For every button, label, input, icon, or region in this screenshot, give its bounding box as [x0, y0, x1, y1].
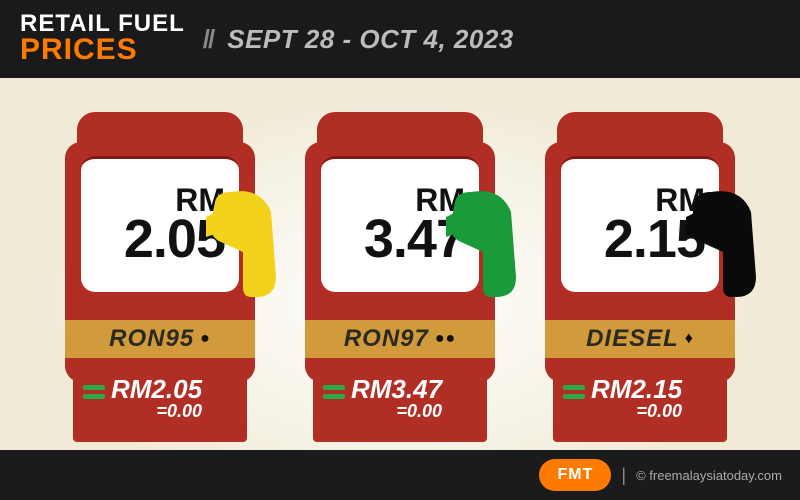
- price-value: 2.05: [124, 215, 225, 265]
- fmt-logo-text: FMT: [557, 466, 593, 484]
- price-screen: RM 2.15: [561, 156, 719, 292]
- fuel-drop-icon: ●: [200, 330, 211, 348]
- fuel-type-label: RON95: [109, 325, 194, 353]
- fuel-pump: RM 2.15 DIESEL ♦ RM2.15 =0.00: [545, 112, 735, 442]
- change-text: RM3.47 =0.00: [351, 376, 442, 420]
- header-bar: RETAIL FUEL PRICES // SEPT 28 - OCT 4, 2…: [0, 0, 800, 78]
- fuel-type-band: RON97 ●●: [305, 320, 495, 358]
- fuel-type-label: RON97: [344, 325, 429, 353]
- change-text: RM2.15 =0.00: [591, 376, 682, 420]
- fuel-pump: RM 3.47 RON97 ●● RM3.47 =0.00: [305, 112, 495, 442]
- pump-base: RM2.05 =0.00: [73, 370, 247, 442]
- title-line2: PRICES: [20, 36, 185, 65]
- price-screen: RM 2.05: [81, 156, 239, 292]
- fuel-type-band: RON95 ●: [65, 320, 255, 358]
- pump-body: RM 2.05 RON95 ●: [65, 142, 255, 382]
- price-value: 2.15: [604, 215, 705, 265]
- change-text: RM2.05 =0.00: [111, 376, 202, 420]
- fuel-type-band: DIESEL ♦: [545, 320, 735, 358]
- pump-base: RM2.15 =0.00: [553, 370, 727, 442]
- equals-icon: [563, 382, 585, 402]
- equals-icon: [83, 382, 105, 402]
- pump-body: RM 2.15 DIESEL ♦: [545, 142, 735, 382]
- fuel-type-label: DIESEL: [586, 325, 679, 353]
- price-screen: RM 3.47: [321, 156, 479, 292]
- equals-icon: [323, 382, 345, 402]
- title-slashes: //: [203, 24, 213, 55]
- change-delta: =0.00: [351, 402, 442, 420]
- change-price: RM2.15: [591, 376, 682, 402]
- pump-base: RM3.47 =0.00: [313, 370, 487, 442]
- title-block: RETAIL FUEL PRICES: [20, 13, 185, 64]
- pump-body: RM 3.47 RON97 ●●: [305, 142, 495, 382]
- price-change-box: RM3.47 =0.00: [323, 376, 442, 420]
- fmt-logo-badge: FMT: [539, 459, 611, 491]
- fuel-pump: RM 2.05 RON95 ● RM2.05 =0.00: [65, 112, 255, 442]
- date-range: SEPT 28 - OCT 4, 2023: [227, 24, 514, 55]
- change-delta: =0.00: [591, 402, 682, 420]
- footer-bar: FMT | © freemalaysiatoday.com: [0, 450, 800, 500]
- copyright-text: © freemalaysiatoday.com: [636, 468, 782, 483]
- footer-separator: |: [621, 465, 626, 486]
- change-price: RM2.05: [111, 376, 202, 402]
- fuel-drop-icon: ●●: [435, 330, 456, 348]
- fuel-drop-icon: ♦: [685, 330, 694, 348]
- pumps-area: RM 2.05 RON95 ● RM2.05 =0.00: [0, 78, 800, 450]
- price-change-box: RM2.15 =0.00: [563, 376, 682, 420]
- price-value: 3.47: [364, 215, 465, 265]
- change-delta: =0.00: [111, 402, 202, 420]
- price-change-box: RM2.05 =0.00: [83, 376, 202, 420]
- change-price: RM3.47: [351, 376, 442, 402]
